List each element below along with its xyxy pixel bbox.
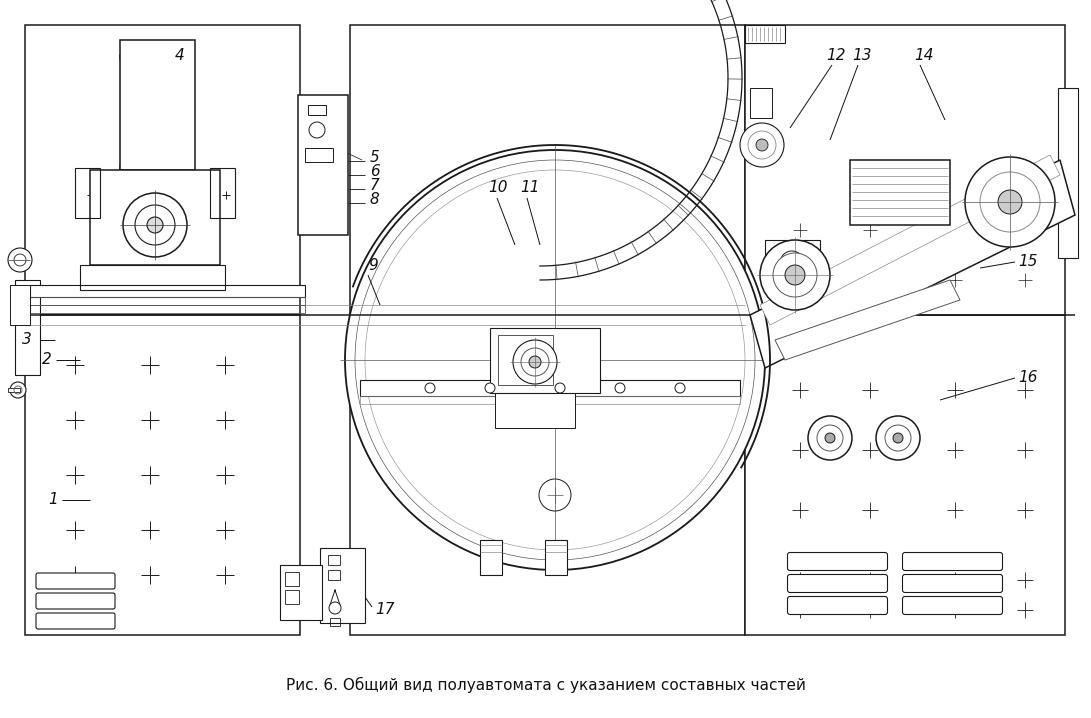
Polygon shape	[760, 155, 1060, 325]
Circle shape	[513, 340, 558, 384]
Circle shape	[774, 253, 817, 297]
Bar	[745, 25, 1065, 315]
Bar	[360, 380, 740, 396]
Text: 13: 13	[852, 47, 872, 62]
Bar	[25, 315, 300, 635]
Circle shape	[537, 342, 573, 378]
Circle shape	[966, 157, 1055, 247]
Text: 1: 1	[48, 493, 58, 508]
Text: 15: 15	[1018, 254, 1038, 269]
Circle shape	[998, 190, 1022, 214]
Text: 9: 9	[368, 258, 377, 273]
Circle shape	[760, 240, 830, 310]
Circle shape	[615, 383, 625, 393]
Bar	[209, 168, 235, 218]
Bar	[745, 25, 786, 43]
FancyBboxPatch shape	[902, 574, 1003, 592]
Bar	[329, 618, 340, 626]
Bar	[850, 160, 950, 225]
Bar	[328, 570, 340, 580]
Bar	[8, 388, 20, 392]
Text: 4: 4	[175, 47, 184, 62]
Text: 17: 17	[375, 602, 395, 617]
Circle shape	[756, 139, 768, 151]
Circle shape	[808, 416, 852, 460]
Text: 16: 16	[1018, 370, 1038, 386]
Bar	[328, 555, 340, 565]
Circle shape	[786, 265, 805, 285]
FancyBboxPatch shape	[36, 573, 115, 589]
Text: 2: 2	[41, 353, 51, 368]
Bar	[765, 240, 820, 285]
Circle shape	[825, 433, 835, 443]
Bar	[15, 280, 40, 375]
Circle shape	[135, 205, 175, 245]
Bar	[546, 540, 567, 575]
FancyBboxPatch shape	[36, 593, 115, 609]
Circle shape	[675, 383, 685, 393]
Text: 10: 10	[488, 180, 507, 195]
Bar	[480, 540, 502, 575]
Text: 5: 5	[370, 151, 380, 166]
Polygon shape	[750, 160, 1075, 368]
Circle shape	[123, 193, 187, 257]
Bar	[10, 285, 29, 325]
Bar	[320, 548, 365, 623]
Bar	[298, 95, 348, 235]
Circle shape	[521, 348, 549, 376]
Bar	[29, 305, 305, 313]
Bar	[750, 88, 772, 118]
Circle shape	[894, 433, 903, 443]
Text: 11: 11	[520, 180, 540, 195]
Bar	[360, 396, 740, 404]
Circle shape	[780, 251, 804, 275]
Text: 3: 3	[22, 332, 32, 348]
Circle shape	[147, 217, 163, 233]
Bar	[495, 393, 575, 428]
FancyBboxPatch shape	[36, 613, 115, 629]
Text: 14: 14	[914, 47, 934, 62]
Bar	[308, 105, 326, 115]
Bar	[75, 168, 100, 218]
Circle shape	[329, 602, 341, 614]
Circle shape	[740, 123, 784, 167]
Circle shape	[10, 382, 26, 398]
Bar	[285, 572, 299, 586]
Bar	[280, 565, 322, 620]
Circle shape	[529, 356, 541, 368]
Circle shape	[345, 150, 765, 570]
Circle shape	[876, 416, 920, 460]
Bar	[25, 25, 300, 315]
Bar	[1058, 88, 1078, 258]
Bar	[350, 25, 745, 315]
Bar	[29, 297, 305, 305]
FancyBboxPatch shape	[788, 597, 887, 615]
Bar	[497, 335, 553, 385]
Text: 6: 6	[370, 164, 380, 180]
Circle shape	[425, 383, 435, 393]
Circle shape	[309, 122, 325, 138]
Text: 7: 7	[370, 179, 380, 193]
Bar	[745, 315, 1065, 635]
Bar	[350, 315, 745, 635]
Text: 12: 12	[826, 47, 846, 62]
Polygon shape	[775, 280, 960, 360]
FancyBboxPatch shape	[902, 552, 1003, 571]
Bar	[120, 40, 195, 170]
Bar	[490, 328, 600, 393]
Text: 8: 8	[370, 192, 380, 208]
FancyBboxPatch shape	[788, 574, 887, 592]
Bar	[80, 265, 225, 290]
FancyBboxPatch shape	[788, 552, 887, 571]
Bar	[285, 590, 299, 604]
Bar	[29, 285, 305, 297]
Circle shape	[555, 383, 565, 393]
Circle shape	[8, 248, 32, 272]
Circle shape	[485, 383, 495, 393]
Bar	[305, 148, 333, 162]
FancyBboxPatch shape	[902, 597, 1003, 615]
Text: Рис. 6. Общий вид полуавтомата с указанием составных частей: Рис. 6. Общий вид полуавтомата с указани…	[286, 677, 805, 693]
Bar	[89, 170, 220, 265]
